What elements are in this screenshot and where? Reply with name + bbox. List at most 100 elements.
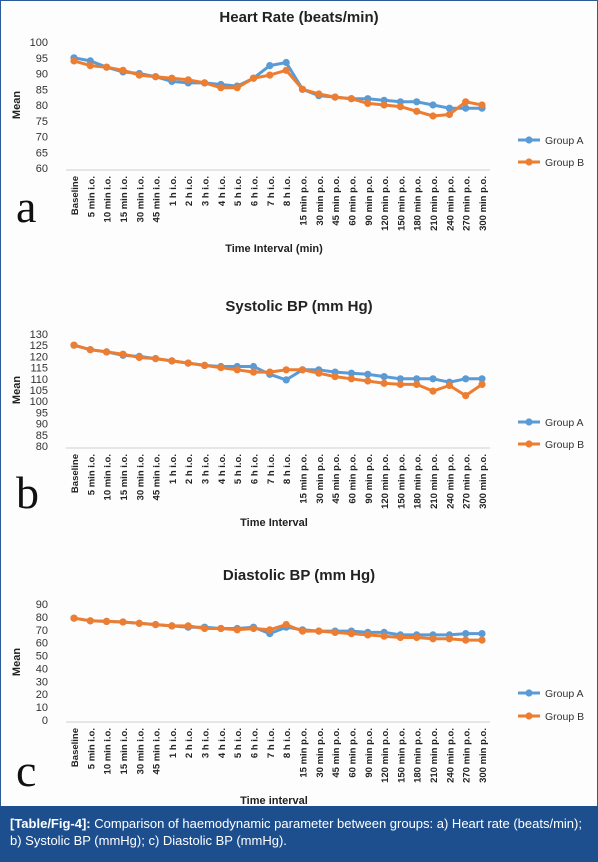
data-point-group-b bbox=[217, 364, 225, 372]
y-axis-label: Mean bbox=[11, 91, 23, 119]
legend-entry-group-a: Group A bbox=[518, 135, 584, 147]
panel-letter-c: c bbox=[16, 745, 37, 796]
diastolic-bp-chart: Diastolic BP (mm Hg)Mean0102030405060708… bbox=[11, 567, 584, 807]
data-point-group-b bbox=[168, 622, 176, 630]
data-point-group-a bbox=[282, 376, 290, 384]
x-tick-label: 300 min p.o. bbox=[478, 728, 489, 783]
data-point-group-b bbox=[233, 366, 241, 374]
data-point-group-b bbox=[201, 624, 209, 633]
legend-marker-group-b bbox=[525, 440, 533, 448]
x-tick-label: 270 min p.o. bbox=[462, 176, 473, 231]
caption-text: Comparison of haemodynamic parameter bet… bbox=[10, 816, 582, 848]
data-point-group-b bbox=[103, 348, 111, 356]
heart-rate-chart: Heart Rate (beats/min) Mean 60 65 70 75 80 85 90… bbox=[11, 9, 584, 255]
x-tick-label: 30 min i.o. bbox=[135, 176, 146, 222]
y-tick-label: 100 bbox=[30, 396, 48, 408]
y-tick-label: 60 bbox=[36, 163, 48, 175]
data-point-group-b bbox=[103, 63, 111, 71]
chart-title: Diastolic BP (mm Hg) bbox=[223, 567, 375, 584]
y-tick-label: 75 bbox=[36, 116, 48, 128]
x-tick-label: 4 h i.o. bbox=[217, 176, 228, 206]
data-point-group-b bbox=[135, 71, 143, 79]
y-tick-label: 65 bbox=[36, 147, 48, 159]
data-point-group-b bbox=[217, 624, 225, 633]
x-tick-label: 5 h i.o. bbox=[233, 454, 244, 484]
heart-rate-chart-panel: Heart Rate (beats/min) Mean 60 65 70 75 80 85 90… bbox=[4, 4, 594, 264]
caption-label: [Table/Fig-4]: bbox=[10, 816, 91, 831]
x-tick-label: 10 min i.o. bbox=[103, 454, 114, 500]
x-axis-label: Time Interval bbox=[240, 517, 308, 529]
x-tick-label: 30 min p.o. bbox=[315, 454, 326, 504]
data-point-group-b bbox=[266, 71, 274, 79]
y-tick-label: 40 bbox=[36, 663, 48, 675]
data-point-group-a bbox=[462, 104, 470, 112]
data-point-group-b bbox=[135, 353, 143, 362]
x-tick-label: 60 min p.o. bbox=[347, 176, 358, 226]
x-tick-label: 4 h i.o. bbox=[217, 454, 228, 484]
data-point-group-a bbox=[347, 369, 355, 377]
legend-label-group-a: Group A bbox=[545, 688, 584, 700]
y-tick-label: 10 bbox=[36, 702, 48, 714]
data-point-group-b bbox=[462, 392, 470, 400]
data-point-group-a bbox=[462, 375, 470, 383]
data-point-group-b bbox=[233, 626, 241, 634]
data-point-group-b bbox=[445, 381, 453, 390]
data-point-group-b bbox=[184, 622, 192, 630]
x-tick-label: 3 h i.o. bbox=[201, 728, 212, 758]
x-tick-label: Baseline bbox=[70, 728, 81, 767]
x-tick-label: 30 min p.o. bbox=[315, 176, 326, 226]
data-point-group-b bbox=[201, 361, 209, 369]
data-point-group-a bbox=[429, 375, 437, 383]
data-point-group-b bbox=[266, 368, 274, 376]
x-tick-label: 270 min p.o. bbox=[462, 728, 473, 783]
x-tick-label: 1 h i.o. bbox=[168, 176, 179, 206]
data-point-group-b bbox=[396, 380, 404, 388]
y-tick-label: 20 bbox=[36, 689, 48, 701]
data-point-group-a bbox=[429, 101, 437, 109]
data-point-group-b bbox=[201, 79, 209, 87]
x-tick-label: 2 h i.o. bbox=[184, 728, 195, 758]
x-tick-label: 45 min p.o. bbox=[331, 728, 342, 778]
data-point-group-b bbox=[298, 366, 307, 374]
y-tick-label: 90 bbox=[36, 599, 48, 611]
data-point-group-b bbox=[152, 621, 160, 629]
legend-marker-group-b bbox=[525, 712, 533, 720]
data-point-group-b bbox=[413, 107, 421, 115]
data-point-group-b bbox=[315, 369, 323, 377]
y-tick-label: 95 bbox=[36, 407, 48, 419]
data-point-group-b bbox=[282, 366, 290, 374]
data-point-group-a bbox=[462, 630, 470, 638]
data-point-group-b bbox=[462, 98, 470, 106]
data-point-group-b bbox=[413, 633, 421, 642]
data-point-group-b bbox=[168, 74, 176, 82]
data-point-group-b bbox=[396, 633, 404, 642]
y-tick-label: 110 bbox=[30, 374, 48, 386]
x-tick-label: 15 min p.o. bbox=[298, 728, 309, 778]
x-tick-label: 15 min p.o. bbox=[298, 176, 309, 226]
legend-marker-group-a bbox=[525, 689, 533, 697]
data-point-group-a bbox=[413, 98, 421, 106]
x-tick-label: 90 min p.o. bbox=[364, 454, 375, 504]
x-tick-label: 1 h i.o. bbox=[168, 728, 179, 758]
x-tick-label: 8 h i.o. bbox=[282, 454, 293, 484]
data-point-group-b bbox=[86, 617, 94, 625]
x-tick-label: 150 min p.o. bbox=[396, 728, 407, 783]
y-tick-label: 70 bbox=[36, 625, 48, 637]
x-tick-label: 7 h i.o. bbox=[266, 728, 277, 758]
x-tick-label: 300 min p.o. bbox=[478, 454, 489, 509]
legend-label-group-a: Group A bbox=[545, 135, 584, 147]
data-point-group-a bbox=[478, 630, 486, 638]
data-point-group-b bbox=[315, 627, 323, 635]
y-tick-label: 85 bbox=[36, 84, 48, 96]
x-tick-label: 210 min p.o. bbox=[429, 728, 440, 783]
x-tick-label: 180 min p.o. bbox=[413, 728, 424, 783]
data-point-group-b bbox=[249, 368, 258, 376]
data-point-group-b bbox=[135, 619, 143, 627]
x-tick-label: 45 min i.o. bbox=[152, 176, 163, 222]
x-tick-label: 7 h i.o. bbox=[266, 176, 277, 206]
data-point-group-b bbox=[119, 350, 127, 358]
y-tick-label: 50 bbox=[36, 651, 48, 663]
y-tick-label: 30 bbox=[36, 676, 48, 688]
x-tick-label: 240 min p.o. bbox=[445, 728, 456, 783]
